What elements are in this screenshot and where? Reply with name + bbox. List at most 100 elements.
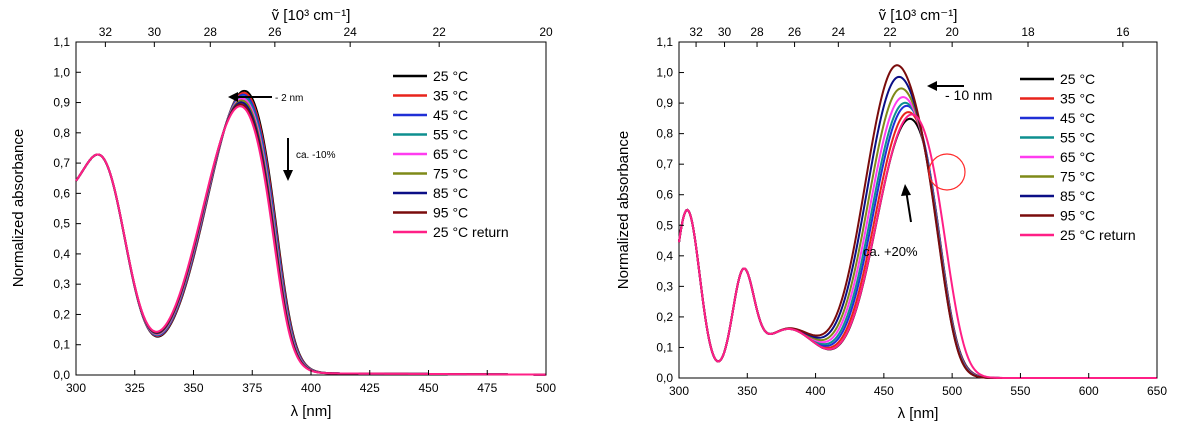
y-tick-label: 0,5 [656, 218, 673, 232]
y-axis-label-left: Normalized absorbance [10, 129, 27, 287]
y-tick-label: 0,0 [53, 368, 70, 382]
x-tick-label: 300 [669, 384, 689, 398]
legend-entry: 85 °C [1060, 188, 1095, 204]
x-ticks-right: 300 350 400 450 500 550 600 650 [669, 373, 1167, 398]
y-tick-label: 0,5 [53, 217, 70, 231]
x-tick-label: 350 [737, 384, 757, 398]
x-tick-label: 450 [874, 384, 894, 398]
y-tick-label: 0,4 [53, 247, 70, 261]
y-tick-label: 0,7 [656, 157, 673, 171]
x2-axis-label-left: ṽ [10³ cm⁻¹] [272, 7, 351, 24]
x2-tick-label: 22 [883, 25, 897, 39]
x-axis-label-left: λ [nm] [291, 403, 332, 420]
y-tick-label: 0,3 [53, 277, 70, 291]
x-ticks-left: 300 325 350 375 400 425 450 475 500 [66, 370, 556, 395]
y-tick-label: 1,1 [53, 35, 70, 49]
x2-tick-label: 30 [148, 25, 162, 39]
legend-left: 25 °C 35 °C 45 °C 55 °C 65 °C 75 °C 85 °C 95 °C… [393, 68, 509, 240]
isosbestic-circle-right [928, 153, 966, 191]
legend-entry: 35 °C [433, 88, 468, 104]
x2-tick-label: 18 [1021, 25, 1035, 39]
legend-entry: 75 °C [1060, 169, 1095, 185]
y-tick-label: 0,3 [656, 279, 673, 293]
shift-annotation-left: - 2 nm [275, 93, 303, 104]
x2-tick-label: 16 [1116, 25, 1130, 39]
x-tick-label: 400 [806, 384, 826, 398]
x2-tick-label: 26 [788, 25, 802, 39]
x-tick-label: 425 [360, 381, 380, 395]
x-tick-label: 450 [418, 381, 438, 395]
x2-tick-label: 20 [539, 25, 553, 39]
y-tick-label: 0,6 [656, 188, 673, 202]
legend-entry: 25 °C return [433, 224, 509, 240]
y-tick-label: 0,7 [53, 156, 70, 170]
legend-entry: 75 °C [433, 166, 468, 182]
y-tick-label: 0,2 [53, 307, 70, 321]
legend-entry: 55 °C [1060, 130, 1095, 146]
y-tick-label: 1,1 [656, 35, 673, 49]
y-tick-label: 0,0 [656, 371, 673, 385]
legend-entry: 95 °C [433, 205, 468, 221]
legend-entry: 25 °C [433, 68, 468, 84]
legend-entry: 85 °C [433, 185, 468, 201]
x2-tick-label: 24 [343, 25, 357, 39]
legend-entry: 35 °C [1060, 91, 1095, 107]
x2-tick-label: 32 [99, 25, 113, 39]
y-tick-label: 0,1 [53, 338, 70, 352]
x-tick-label: 400 [301, 381, 321, 395]
legend-entry: 55 °C [433, 127, 468, 143]
shift-annotation-right: - 10 nm [945, 87, 992, 103]
x2-tick-label: 26 [268, 25, 282, 39]
x2-tick-label: 32 [689, 25, 703, 39]
decrease-annotation-left: ca. -10% [296, 150, 336, 161]
legend-entry: 25 °C return [1060, 227, 1136, 243]
y-tick-label: 0,9 [53, 96, 70, 110]
x-axis-label-right: λ [nm] [898, 405, 939, 422]
x2-tick-label: 28 [204, 25, 218, 39]
legend-entry: 45 °C [433, 107, 468, 123]
legend-entry: 65 °C [1060, 149, 1095, 165]
x2-tick-label: 30 [718, 25, 732, 39]
shift-arrowhead-left [228, 92, 238, 102]
y-ticks-right: 0,0 0,1 0,2 0,3 0,4 0,5 0,6 0,7 0,8 0,9 1,0 1,1 [656, 35, 684, 385]
legend-entry: 65 °C [433, 146, 468, 162]
x-tick-label: 650 [1147, 384, 1167, 398]
decrease-arrowhead-left [283, 170, 293, 181]
y-ticks-left: 0,0 0,1 0,2 0,3 0,4 0,5 0,6 0,7 0,8 0,9 1,0 1,1 [53, 35, 81, 382]
x2-tick-label: 28 [750, 25, 764, 39]
y-axis-label-right: Normalized absorbance [615, 131, 632, 289]
y-tick-label: 0,8 [53, 126, 70, 140]
y-tick-label: 1,0 [53, 65, 70, 79]
x2-tick-label: 24 [832, 25, 846, 39]
increase-annotation-right: ca. +20% [863, 244, 918, 259]
series-line [678, 113, 1157, 379]
x-tick-label: 475 [477, 381, 497, 395]
legend-entry: 95 °C [1060, 208, 1095, 224]
x-tick-label: 500 [942, 384, 962, 398]
x-tick-label: 300 [66, 381, 86, 395]
x-tick-label: 375 [242, 381, 262, 395]
y-tick-label: 1,0 [656, 66, 673, 80]
x-tick-label: 600 [1079, 384, 1099, 398]
x-tick-label: 350 [183, 381, 203, 395]
chart-left: 300 325 350 375 400 425 450 475 500 0,0 0,1 0,2 0,3… [10, 7, 556, 420]
x-tick-label: 325 [125, 381, 145, 395]
series-group-right [678, 64, 1157, 379]
chart-right: 300 350 400 450 500 550 600 650 0,0 0,1 0,2 0,3 0,4… [615, 7, 1167, 422]
shift-arrowhead-right [927, 81, 937, 91]
x2-axis-label-right: ṽ [10³ cm⁻¹] [879, 7, 958, 24]
x-tick-label: 500 [536, 381, 556, 395]
x-tick-label: 550 [1010, 384, 1030, 398]
series-line [75, 105, 546, 376]
y-tick-label: 0,2 [656, 310, 673, 324]
legend-right: 25 °C 35 °C 45 °C 55 °C 65 °C 75 °C 85 °C 95 °C… [1020, 71, 1136, 243]
y-tick-label: 0,4 [656, 249, 673, 263]
y-tick-label: 0,1 [656, 340, 673, 354]
y-tick-label: 0,8 [656, 127, 673, 141]
x2-ticks-left: 32 30 28 26 24 22 20 [99, 25, 553, 47]
x2-ticks-right: 32 30 28 26 24 22 20 18 16 [689, 25, 1130, 47]
y-tick-label: 0,9 [656, 96, 673, 110]
plot-frame-right [678, 41, 1158, 379]
increase-arrowhead-right [901, 184, 911, 196]
